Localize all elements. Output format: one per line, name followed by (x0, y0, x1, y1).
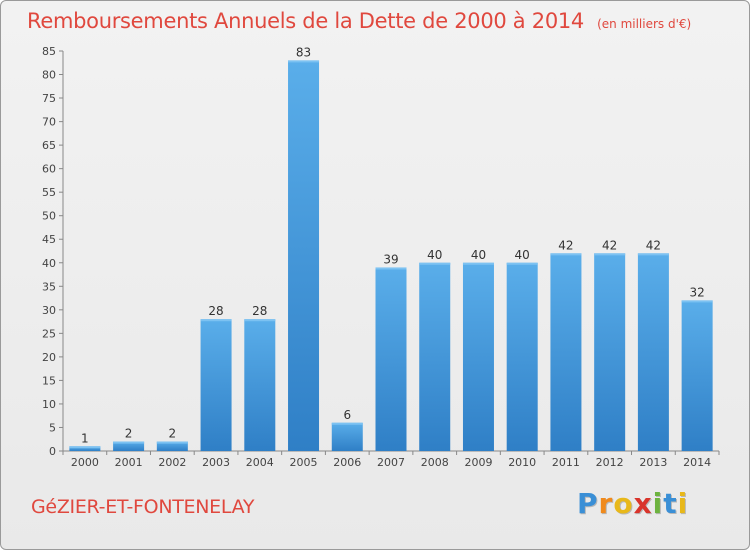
bar-highlight (506, 262, 538, 265)
logo-letter: i (652, 487, 664, 520)
x-tick-label: 2010 (508, 456, 536, 469)
bar-2005 (288, 60, 320, 451)
title-row: Remboursements Annuels de la Dette de 20… (27, 9, 691, 33)
data-label: 2 (125, 427, 133, 441)
bar-2006 (331, 422, 363, 451)
chart-subtitle: (en milliers d'€) (597, 17, 692, 31)
data-label: 6 (343, 408, 351, 422)
bar-2008 (419, 262, 451, 451)
bar-2002 (156, 441, 188, 451)
y-tick-label: 50 (42, 210, 56, 223)
bar-highlight (113, 441, 145, 444)
x-tick-label: 2000 (71, 456, 99, 469)
data-label: 28 (252, 304, 267, 318)
bar-2004 (244, 319, 276, 451)
bar-highlight (594, 253, 626, 256)
y-tick-label: 10 (42, 398, 56, 411)
bar-highlight (156, 441, 188, 444)
bar-highlight (288, 60, 320, 63)
commune-name: GéZIER-ET-FONTENELAY (31, 496, 255, 518)
y-tick-label: 15 (42, 374, 56, 387)
bar-highlight (69, 446, 101, 449)
bar-highlight (331, 422, 363, 425)
data-label: 40 (471, 248, 486, 262)
bar-2011 (550, 253, 582, 451)
bar-2001 (113, 441, 145, 451)
data-label: 42 (602, 238, 617, 252)
data-label: 1 (81, 431, 89, 445)
y-tick-label: 20 (42, 351, 56, 364)
x-tick-label: 2004 (246, 456, 274, 469)
y-tick-label: 60 (42, 163, 56, 176)
bar-2010 (506, 262, 538, 451)
y-tick-label: 25 (42, 327, 56, 340)
bar-2009 (462, 262, 494, 451)
x-tick-label: 2009 (464, 456, 492, 469)
y-tick-label: 85 (42, 45, 56, 58)
logo-letter: t (663, 487, 678, 520)
y-tick-label: 5 (49, 421, 56, 434)
y-tick-label: 55 (42, 186, 56, 199)
data-label: 42 (646, 238, 661, 252)
proxiti-logo: Proxiti (577, 487, 688, 520)
bar-highlight (681, 300, 713, 303)
data-label: 40 (427, 248, 442, 262)
x-tick-label: 2002 (158, 456, 186, 469)
chart-title: Remboursements Annuels de la Dette de 20… (27, 9, 584, 33)
x-tick-label: 2001 (115, 456, 143, 469)
bar-2012 (594, 253, 626, 451)
x-tick-label: 2014 (683, 456, 711, 469)
x-tick-label: 2008 (421, 456, 449, 469)
bar-2003 (200, 319, 232, 451)
y-tick-label: 0 (49, 445, 56, 458)
y-tick-label: 45 (42, 233, 56, 246)
logo-letter: o (613, 487, 634, 520)
x-tick-label: 2012 (596, 456, 624, 469)
y-tick-label: 80 (42, 69, 56, 82)
logo-letter: i (677, 487, 689, 520)
data-label: 83 (296, 45, 311, 59)
data-label: 42 (558, 238, 573, 252)
data-label: 2 (169, 427, 177, 441)
y-tick-label: 30 (42, 304, 56, 317)
y-tick-label: 35 (42, 280, 56, 293)
x-tick-label: 2003 (202, 456, 230, 469)
logo-letter: x (633, 487, 653, 520)
data-label: 40 (515, 248, 530, 262)
logo-letter: r (598, 487, 614, 520)
bar-highlight (375, 267, 407, 270)
y-tick-label: 70 (42, 116, 56, 129)
bar-highlight (462, 262, 494, 265)
bar-highlight (244, 319, 276, 322)
y-tick-label: 65 (42, 139, 56, 152)
x-tick-label: 2011 (552, 456, 580, 469)
y-tick-label: 40 (42, 257, 56, 270)
x-tick-label: 2006 (333, 456, 361, 469)
bar-2007 (375, 267, 407, 451)
logo-letter: P (577, 487, 599, 520)
bar-highlight (550, 253, 582, 256)
bar-highlight (200, 319, 232, 322)
bar-2000 (69, 446, 101, 451)
data-label: 39 (383, 252, 398, 266)
x-tick-label: 2013 (639, 456, 667, 469)
data-label: 28 (208, 304, 223, 318)
x-tick-label: 2007 (377, 456, 405, 469)
data-label: 32 (689, 285, 704, 299)
y-tick-label: 75 (42, 92, 56, 105)
bar-highlight (637, 253, 669, 256)
x-tick-label: 2005 (290, 456, 318, 469)
bar-2013 (637, 253, 669, 451)
bar-2014 (681, 300, 713, 451)
bar-highlight (419, 262, 451, 265)
